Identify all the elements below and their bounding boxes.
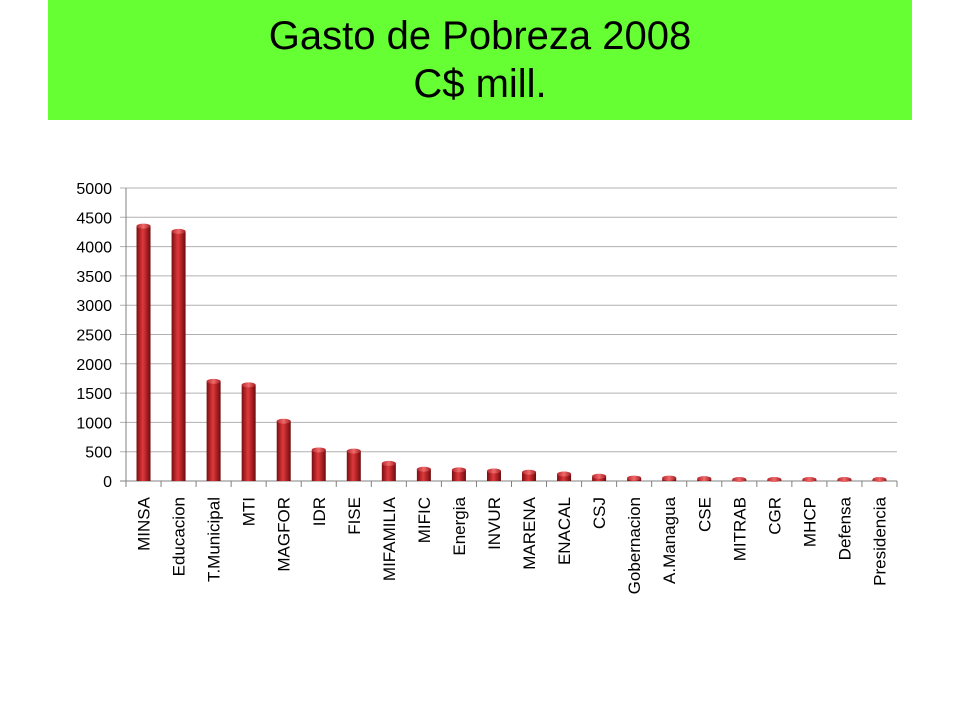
- bar-body: [276, 421, 291, 481]
- x-category-label: MTI: [240, 497, 259, 526]
- bar-mhcp: [802, 477, 817, 482]
- gridlines: [120, 187, 898, 487]
- bar-body: [416, 469, 431, 481]
- y-tick-label: 4500: [76, 210, 112, 227]
- y-tick-label: 3000: [76, 298, 112, 315]
- x-category-label: MITRAB: [730, 497, 749, 561]
- bar-marena: [522, 469, 537, 481]
- bar-cap: [381, 460, 396, 466]
- bar-fise: [346, 448, 361, 481]
- bar-body: [451, 469, 466, 481]
- x-category-label: IDR: [310, 497, 329, 526]
- bar-mifamilia: [381, 460, 396, 481]
- y-tick-label: 2000: [76, 357, 112, 374]
- bar-a-managua: [662, 475, 677, 481]
- y-tick-label: 4000: [76, 240, 112, 257]
- bar-body: [136, 226, 151, 481]
- y-tick-label: 0: [103, 474, 112, 491]
- bar-invur: [486, 468, 501, 481]
- slide-title: Gasto de Pobreza 2008: [268, 14, 692, 58]
- bar-cap: [522, 469, 537, 475]
- bar-cap: [276, 418, 291, 424]
- bar-minsa: [136, 223, 151, 481]
- y-tick-label: 5000: [76, 181, 112, 198]
- bar-cap: [136, 223, 151, 229]
- bar-cap: [241, 382, 256, 388]
- bar-magfor: [276, 418, 291, 481]
- bar-cap: [732, 477, 747, 482]
- bar-mti: [241, 382, 256, 481]
- bar-body: [311, 449, 326, 481]
- bar-cap: [557, 471, 572, 477]
- bar-body: [522, 472, 537, 481]
- bar-body: [486, 471, 501, 481]
- y-tick-label: 1000: [76, 415, 112, 432]
- bar-cap: [206, 378, 221, 384]
- bar-t-municipal: [206, 378, 221, 481]
- bar-cap: [627, 475, 642, 481]
- bar-cap: [767, 477, 782, 482]
- slide-subtitle: C$ mill.: [413, 62, 547, 106]
- bars: [136, 223, 887, 482]
- x-category-label: MAGFOR: [275, 497, 294, 572]
- y-tick-label: 2500: [76, 328, 112, 345]
- x-category-label: Educacion: [170, 497, 189, 576]
- x-category-label: INVUR: [485, 497, 504, 550]
- bar-cap: [451, 467, 466, 473]
- bar-body: [557, 473, 572, 481]
- bar-cap: [311, 447, 326, 453]
- bar-mitrab: [732, 477, 747, 482]
- x-category-label: MHCP: [800, 497, 819, 547]
- bar-cse: [697, 476, 712, 482]
- x-category-label: MIFAMILIA: [380, 496, 399, 581]
- bar-cap: [171, 228, 186, 234]
- bar-cap: [592, 473, 607, 479]
- x-category-label: Gobernacion: [625, 497, 644, 594]
- bar-body: [171, 231, 186, 481]
- x-category-label: Presidencia: [870, 496, 889, 585]
- bar-mific: [416, 466, 431, 481]
- x-category-label: A.Managua: [660, 496, 679, 583]
- x-category-label: ENACAL: [555, 497, 574, 565]
- bar-enacal: [557, 471, 572, 481]
- x-category-label: Defensa: [835, 496, 854, 560]
- x-category-label: CSE: [695, 497, 714, 532]
- bar-cap: [802, 477, 817, 482]
- x-category-label: Energia: [450, 496, 469, 555]
- bar-body: [346, 451, 361, 481]
- title-banner: Gasto de Pobreza 2008 C$ mill.: [48, 0, 912, 120]
- bar-cap: [697, 476, 712, 482]
- y-tick-label: 3500: [76, 269, 112, 286]
- bar-presidencia: [872, 477, 887, 482]
- bar-cap: [662, 475, 677, 481]
- bar-cap: [346, 448, 361, 454]
- bar-body: [206, 381, 221, 481]
- bar-idr: [311, 447, 326, 481]
- bar-cgr: [767, 477, 782, 482]
- bar-body: [381, 463, 396, 481]
- y-axis-ticks: 0 500 1000 1500 2000 2500 3000 3500 4000 4500 5000: [76, 181, 112, 491]
- x-category-label: CGR: [765, 497, 784, 535]
- bar-educacion: [171, 228, 186, 481]
- bar-gobernacion: [627, 475, 642, 481]
- bar-cap: [837, 477, 852, 482]
- x-category-label: MARENA: [520, 496, 539, 569]
- x-category-label: CSJ: [590, 497, 609, 529]
- bar-body: [241, 384, 256, 481]
- bar-cap: [872, 477, 887, 482]
- bar-csj: [592, 473, 607, 481]
- bar-defensa: [837, 477, 852, 482]
- x-category-label: MINSA: [135, 496, 154, 551]
- y-tick-label: 1500: [76, 386, 112, 403]
- bar-cap: [486, 468, 501, 474]
- x-category-label: FISE: [345, 497, 364, 535]
- bar-cap: [416, 466, 431, 472]
- x-category-label: T.Municipal: [205, 497, 224, 582]
- x-category-label: MIFIC: [415, 497, 434, 543]
- y-tick-label: 500: [85, 445, 112, 462]
- x-axis-labels: MINSA Educacion T.Municipal MTI MAGFOR IDR FIS…: [135, 496, 890, 594]
- bar-energia: [451, 467, 466, 481]
